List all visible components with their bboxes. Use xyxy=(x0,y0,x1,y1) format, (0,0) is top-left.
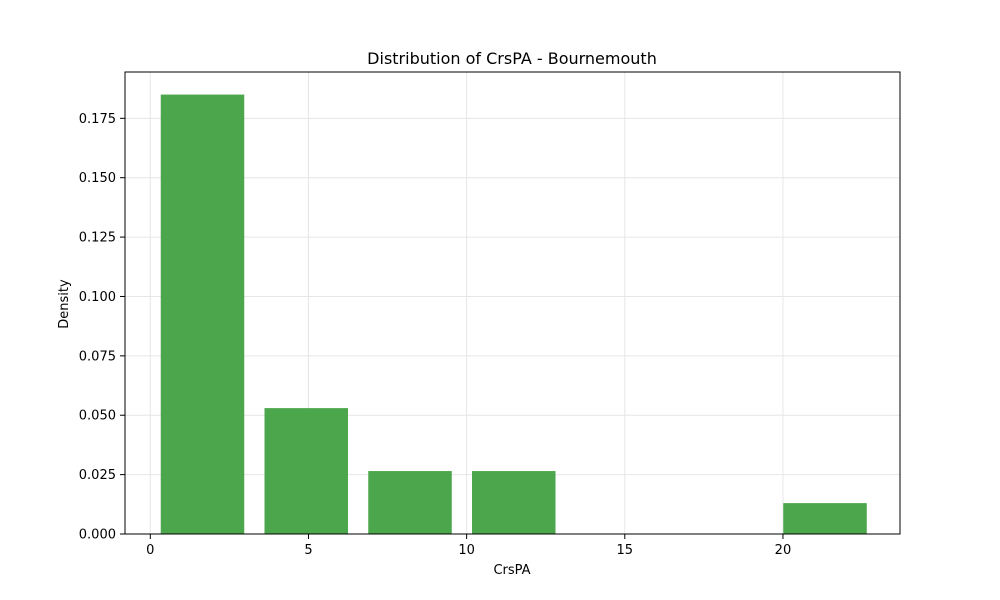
y-tick-label: 0.075 xyxy=(79,349,116,364)
y-tick-label: 0.000 xyxy=(79,528,116,543)
x-tick-label: 5 xyxy=(304,543,312,558)
bars xyxy=(160,94,867,534)
histogram-bar xyxy=(368,471,452,534)
chart-title: Distribution of CrsPA - Bournemouth xyxy=(367,49,657,68)
x-tick-label: 10 xyxy=(458,543,475,558)
plot-frame xyxy=(124,71,901,535)
y-axis-label: Density xyxy=(57,279,72,329)
x-tick-label: 15 xyxy=(617,543,634,558)
x-axis-ticks: 0 5 10 15 20 xyxy=(146,534,791,558)
histogram-bar xyxy=(264,408,349,534)
x-tick-label: 0 xyxy=(146,543,154,558)
histogram-bar xyxy=(783,503,867,534)
histogram-bar xyxy=(160,94,245,534)
histogram-bar xyxy=(472,471,556,534)
y-axis-ticks: 0.000 0.025 0.050 0.075 0.100 0.125 0.150 0.175 xyxy=(79,112,125,543)
y-tick-label: 0.150 xyxy=(79,171,116,186)
y-tick-label: 0.050 xyxy=(79,409,116,424)
grid xyxy=(125,72,900,535)
y-tick-label: 0.175 xyxy=(79,112,116,127)
y-tick-label: 0.125 xyxy=(79,231,116,246)
x-tick-label: 20 xyxy=(775,543,792,558)
y-tick-label: 0.100 xyxy=(79,290,116,305)
y-tick-label: 0.025 xyxy=(79,468,116,483)
x-axis-label: CrsPA xyxy=(493,563,530,578)
